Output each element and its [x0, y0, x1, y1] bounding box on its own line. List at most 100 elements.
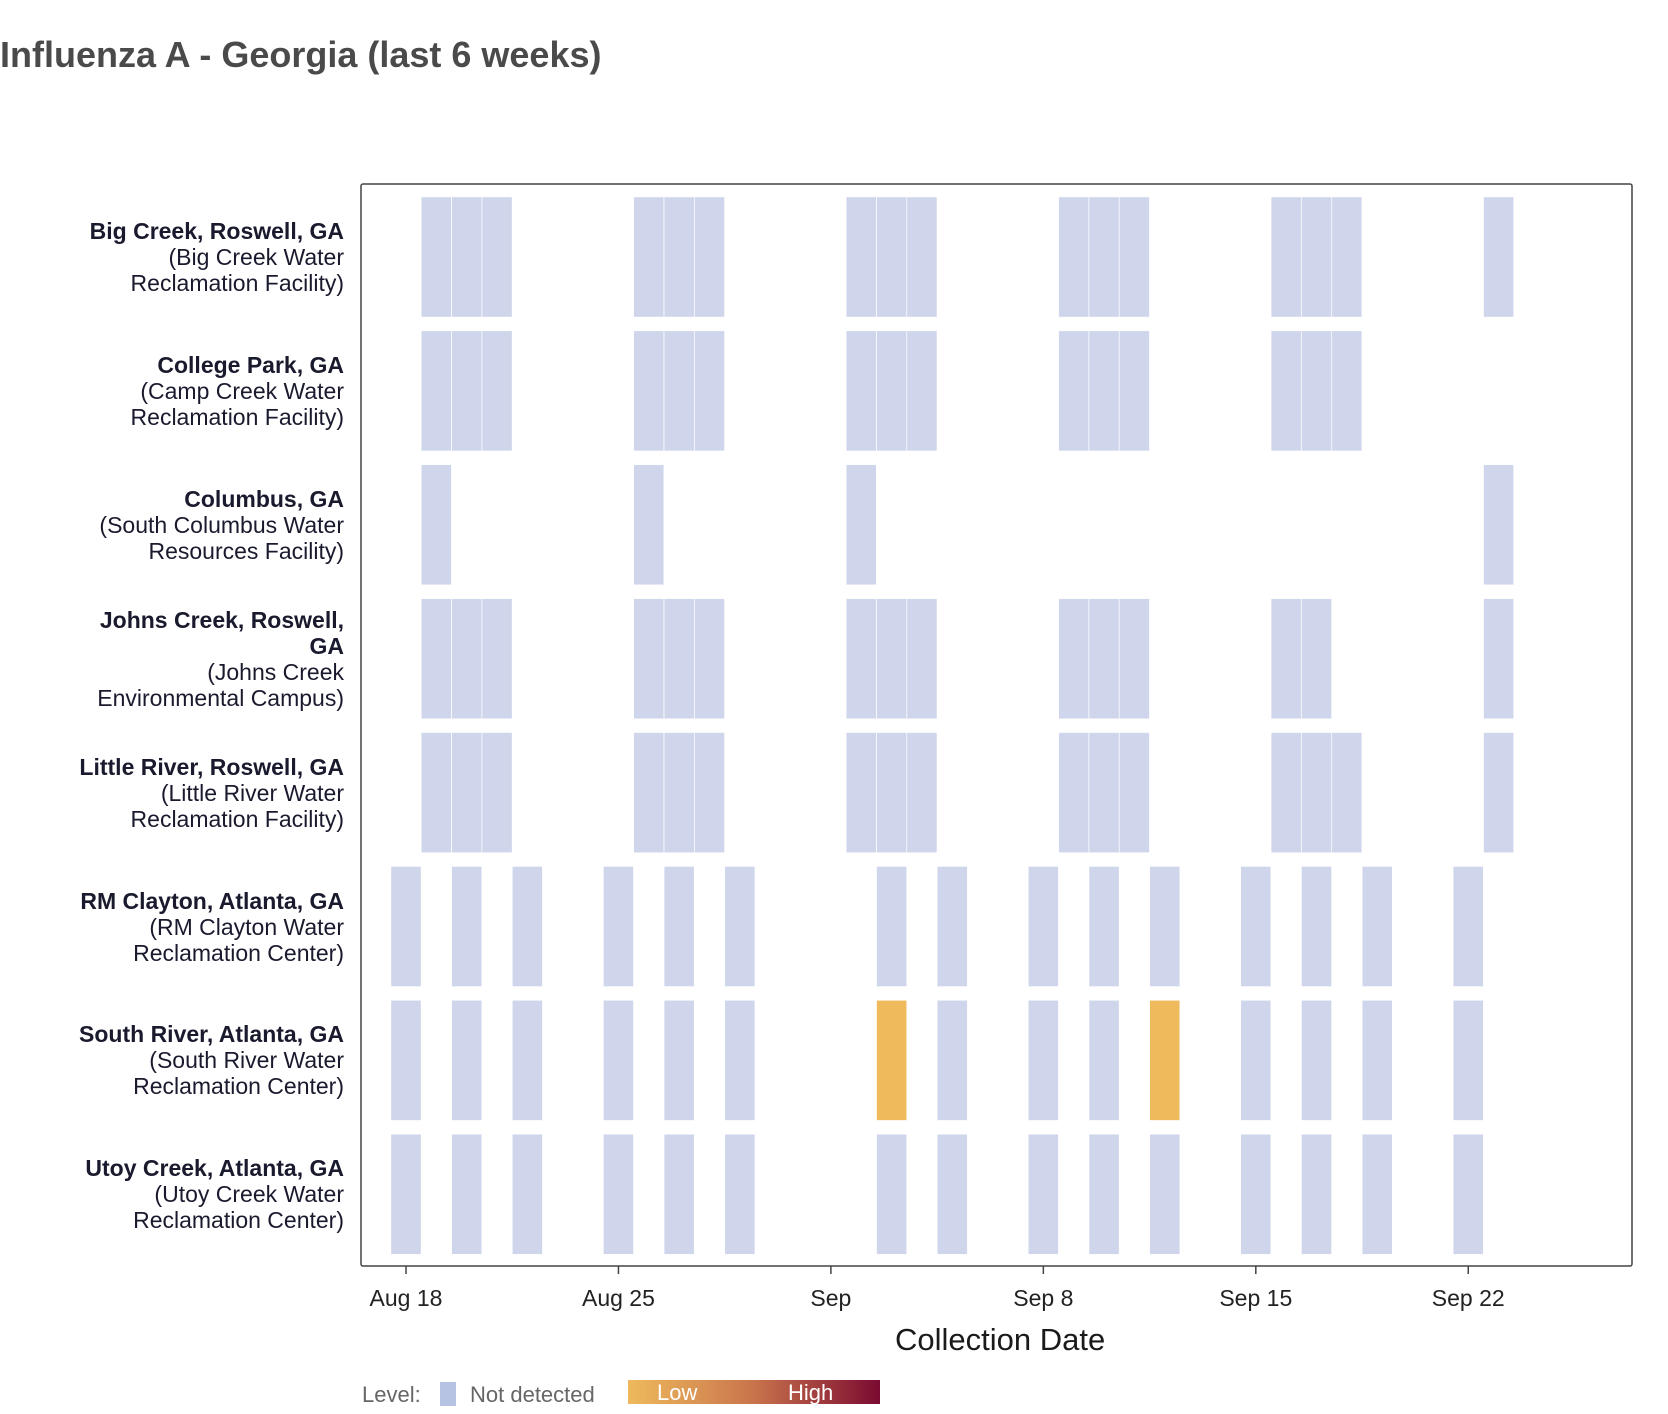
site-label: South River, Atlanta, GA (South River Wat…: [79, 1021, 344, 1099]
heatmap-cell: [1059, 197, 1089, 317]
site-facility: Reclamation Facility): [131, 404, 344, 430]
heatmap-cell: [1089, 1000, 1119, 1120]
heatmap-cell: [695, 599, 725, 719]
heatmap-cell: [603, 1000, 633, 1120]
heatmap-cell: [1302, 1134, 1332, 1254]
heatmap-cell: [634, 331, 664, 451]
heatmap-cell: [1302, 197, 1332, 317]
heatmap-cell: [664, 867, 694, 987]
heatmap-cell: [1150, 1000, 1180, 1120]
heatmap-cell: [877, 599, 907, 719]
plot-panel-border: [361, 184, 1632, 1266]
heatmap-cell: [877, 1000, 907, 1120]
site-name: Little River, Roswell, GA: [79, 754, 344, 780]
site-facility: (Johns Creek: [97, 659, 344, 685]
heatmap-cell: [1362, 1000, 1392, 1120]
heatmap-cell: [1453, 1000, 1483, 1120]
heatmap-cell: [1059, 331, 1089, 451]
heatmap-cell: [1362, 867, 1392, 987]
site-label: Johns Creek, Roswell, GA (Johns Creek Envir…: [97, 607, 344, 711]
heatmap-cell: [1332, 197, 1362, 317]
heatmap-cell: [1028, 1000, 1058, 1120]
site-label: College Park, GA (Camp Creek Water Reclama…: [131, 352, 344, 430]
heatmap-cell: [1089, 733, 1119, 853]
heatmap-cell: [1332, 331, 1362, 451]
heatmap-cell: [421, 465, 451, 585]
heatmap-cell: [664, 331, 694, 451]
heatmap-cell: [512, 1134, 542, 1254]
site-facility: (Camp Creek Water: [131, 378, 344, 404]
heatmap-cell: [664, 1134, 694, 1254]
heatmap-cell: [846, 733, 876, 853]
site-facility: Environmental Campus): [97, 685, 344, 711]
heatmap-cell: [877, 331, 907, 451]
heatmap-cell: [1241, 1134, 1271, 1254]
heatmap-cell: [1119, 599, 1149, 719]
heatmap-cell: [725, 1000, 755, 1120]
site-facility: Resources Facility): [99, 538, 344, 564]
heatmap-cell: [1271, 331, 1301, 451]
heatmap-cell: [1332, 733, 1362, 853]
site-facility: Reclamation Center): [85, 1207, 344, 1233]
x-tick-label: Sep 15: [1219, 1285, 1292, 1311]
legend-high-label: High: [788, 1380, 833, 1406]
site-facility: (Little River Water: [79, 780, 344, 806]
heatmap-cell: [907, 197, 937, 317]
legend-not-detected-swatch: [440, 1382, 456, 1406]
heatmap-cell: [664, 1000, 694, 1120]
heatmap-cell: [1302, 733, 1332, 853]
heatmap-cell: [452, 733, 482, 853]
site-facility: (Big Creek Water: [90, 244, 344, 270]
x-tick-label: Sep: [810, 1285, 851, 1311]
heatmap-cell: [1089, 331, 1119, 451]
heatmap-cell: [482, 733, 512, 853]
heatmap-cell: [512, 1000, 542, 1120]
heatmap-cell: [846, 599, 876, 719]
heatmap-cell: [937, 867, 967, 987]
heatmap-cell: [421, 197, 451, 317]
heatmap-cell: [1484, 733, 1514, 853]
heatmap-cell: [1484, 465, 1514, 585]
heatmap-cell: [695, 733, 725, 853]
heatmap-cell: [1119, 331, 1149, 451]
heatmap-cell: [664, 599, 694, 719]
heatmap-cell: [1119, 197, 1149, 317]
heatmap-cell: [1302, 867, 1332, 987]
heatmap-cell: [1453, 1134, 1483, 1254]
site-name: Columbus, GA: [99, 486, 344, 512]
heatmap-cell: [482, 197, 512, 317]
site-name: College Park, GA: [131, 352, 344, 378]
legend-not-detected-label: Not detected: [470, 1382, 595, 1408]
heatmap-cell: [1241, 867, 1271, 987]
heatmap-cell: [512, 867, 542, 987]
heatmap-cell: [1271, 197, 1301, 317]
site-name: RM Clayton, Atlanta, GA: [80, 888, 344, 914]
heatmap-cell: [482, 599, 512, 719]
heatmap-cell: [725, 1134, 755, 1254]
site-label: RM Clayton, Atlanta, GA (RM Clayton Water…: [80, 888, 344, 966]
heatmap-cell: [1089, 867, 1119, 987]
x-tick-label: Sep 22: [1432, 1285, 1505, 1311]
heatmap-cell: [634, 197, 664, 317]
heatmap-cell: [421, 599, 451, 719]
heatmap-cell: [1241, 1000, 1271, 1120]
heatmap-cell: [1302, 599, 1332, 719]
heatmap-cell: [877, 197, 907, 317]
heatmap-cell: [1302, 1000, 1332, 1120]
site-label: Columbus, GA (South Columbus Water Resourc…: [99, 486, 344, 564]
heatmap-cell: [877, 1134, 907, 1254]
heatmap-cell: [634, 465, 664, 585]
heatmap-cell: [1484, 197, 1514, 317]
heatmap-cell: [1453, 867, 1483, 987]
heatmap-cell: [1089, 1134, 1119, 1254]
heatmap-cell: [1271, 733, 1301, 853]
site-facility: (Utoy Creek Water: [85, 1181, 344, 1207]
heatmap-cell: [603, 1134, 633, 1254]
heatmap-cell: [907, 331, 937, 451]
x-tick-label: Aug 18: [370, 1285, 443, 1311]
heatmap-cell: [452, 1134, 482, 1254]
site-name: Johns Creek, Roswell,: [97, 607, 344, 633]
heatmap-cell: [877, 867, 907, 987]
heatmap-cell: [1028, 867, 1058, 987]
heatmap-cell: [1028, 1134, 1058, 1254]
